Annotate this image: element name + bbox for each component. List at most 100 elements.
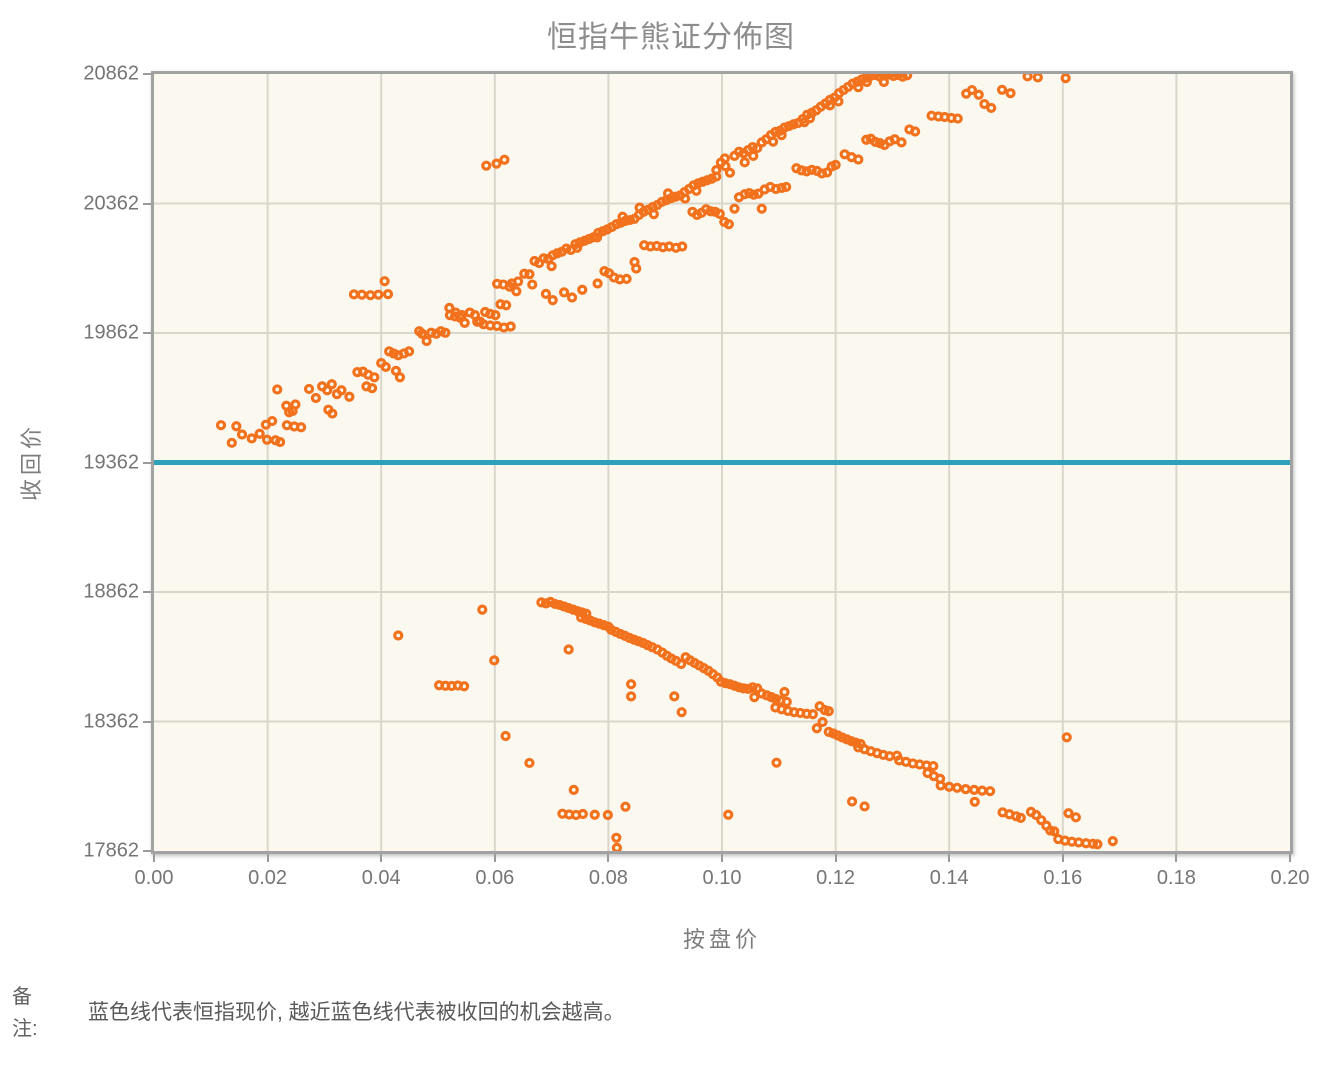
scatter-point <box>524 757 535 769</box>
x-tick-label: 0.20 <box>1270 867 1310 889</box>
scatter-point <box>1015 812 1026 823</box>
scatter-point <box>589 809 600 820</box>
scatter-point <box>489 655 500 666</box>
scatter-point <box>960 783 971 795</box>
scatter-point <box>536 597 547 608</box>
scatter-point <box>459 681 470 692</box>
scatter-point <box>748 189 759 200</box>
scatter-point <box>1036 815 1047 826</box>
scatter-point <box>910 126 921 137</box>
scatter-point <box>1022 74 1033 82</box>
scatter-point <box>563 644 574 655</box>
scatter-point <box>501 300 512 311</box>
scatter-point <box>327 408 338 419</box>
scatter-point <box>369 372 380 383</box>
scatter-point <box>459 317 470 328</box>
scatter-point <box>747 682 758 693</box>
y-tick-label: 18862 <box>83 580 139 603</box>
scatter-point <box>1005 88 1016 99</box>
scatter-point <box>491 158 502 169</box>
scatter-point <box>676 707 687 718</box>
scatter-point <box>776 182 787 194</box>
x-tick-label: 0.02 <box>248 867 288 889</box>
scatter-point <box>566 292 578 303</box>
y-tick-label: 18362 <box>83 710 139 732</box>
scatter-point <box>723 809 734 820</box>
scatter-point <box>558 287 570 298</box>
note-label: 备注: <box>12 986 38 1040</box>
scatter-point <box>749 692 760 703</box>
scatter-point <box>403 346 415 357</box>
scatter-point <box>231 421 242 432</box>
scatter-point <box>356 289 367 300</box>
scatter-point <box>426 327 437 338</box>
plot-area[interactable] <box>151 71 1293 854</box>
scatter-point <box>393 630 404 641</box>
scatter-point <box>888 74 899 82</box>
scatter-point <box>477 604 488 615</box>
scatter-point <box>878 76 889 88</box>
x-tick-mark <box>948 854 951 862</box>
scatter-point <box>310 392 321 404</box>
scatter-point <box>739 157 750 168</box>
scatter-point <box>226 437 237 448</box>
y-tick-label: 17862 <box>83 839 139 862</box>
scatter-point <box>290 399 301 410</box>
scatter-point <box>824 100 836 111</box>
x-tick-label: 0.16 <box>1043 867 1083 889</box>
scatter-point <box>215 420 227 431</box>
scatter-point <box>720 678 731 689</box>
y-tick-mark <box>143 202 151 205</box>
scatter-point <box>254 428 265 439</box>
scatter-point <box>756 203 767 214</box>
scatter-point <box>821 167 833 178</box>
scatter-point <box>806 164 817 175</box>
scatter-point <box>1092 839 1103 850</box>
scatter-point <box>365 290 376 301</box>
scatter-point <box>830 159 841 171</box>
scatter-point <box>421 335 432 347</box>
scatter-point <box>973 89 984 100</box>
scatter-point <box>729 203 740 214</box>
scatter-point <box>846 796 858 807</box>
x-tick-label: 0.00 <box>134 867 174 889</box>
scatter-point <box>382 289 394 300</box>
scatter-point <box>739 189 750 200</box>
x-tick-label: 0.08 <box>588 867 628 889</box>
scatter-point <box>524 269 535 280</box>
scatter-point <box>272 384 283 395</box>
scatter-point <box>592 278 603 289</box>
y-tick-label: 20362 <box>83 192 139 214</box>
x-tick-label: 0.12 <box>816 867 856 889</box>
note-text: 蓝色线代表恒指现价, 越近蓝色线代表被收回的机会越高。 <box>88 1001 625 1024</box>
scatter-point <box>549 598 561 610</box>
x-tick-mark <box>721 854 723 862</box>
scatter-point <box>986 102 997 114</box>
scatter-point <box>1049 826 1060 837</box>
x-tick-mark <box>266 854 269 862</box>
scatter-point <box>444 302 455 313</box>
scatter-point <box>540 288 552 299</box>
y-tick-label: 19362 <box>83 451 139 473</box>
x-tick-label: 0.18 <box>1156 867 1196 889</box>
scatter-point <box>611 832 622 843</box>
x-tick-mark <box>834 854 837 862</box>
y-tick-mark <box>143 73 151 75</box>
scatter-canvas[interactable] <box>154 74 1290 851</box>
scatter-point <box>711 164 722 176</box>
scatter-point <box>499 154 510 165</box>
scatter-point <box>817 716 828 728</box>
scatter-point <box>547 295 558 306</box>
x-tick-label: 0.14 <box>929 867 969 889</box>
y-tick-label: 19862 <box>83 321 139 344</box>
scatter-point <box>1060 74 1071 84</box>
scatter-point <box>1061 732 1072 743</box>
scatter-point <box>296 422 307 433</box>
scatter-point <box>861 134 872 145</box>
scatter-point <box>303 383 315 395</box>
scatter-point <box>394 372 406 383</box>
scatter-point <box>796 165 807 176</box>
y-tick-mark <box>143 850 151 852</box>
x-tick-mark <box>1061 854 1064 862</box>
scatter-point <box>859 801 870 812</box>
